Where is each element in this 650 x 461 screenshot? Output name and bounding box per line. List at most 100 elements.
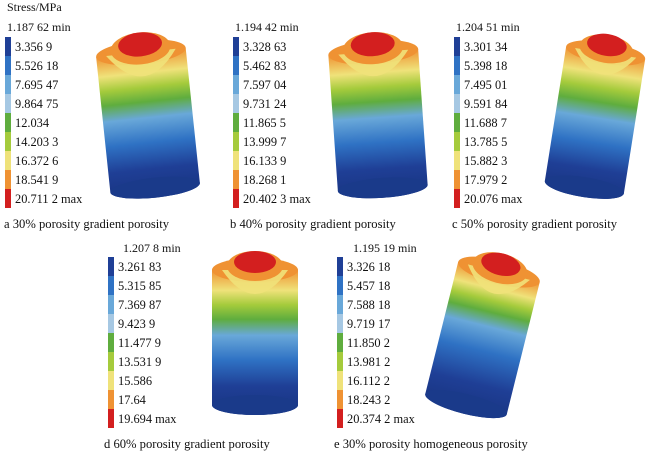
legend-swatch — [454, 170, 460, 189]
legend-level: 18.268 1 — [243, 173, 287, 187]
legend-swatch — [233, 75, 239, 94]
legend-swatch — [5, 94, 11, 113]
legend-level: 3.261 83 — [118, 260, 162, 274]
stress-contour-model — [425, 252, 540, 419]
stress-unit-label: Stress/MPa — [7, 0, 62, 14]
legend-level: 5.457 18 — [347, 279, 391, 293]
legend-swatch — [5, 170, 11, 189]
legend-level: 17.64 — [118, 393, 146, 407]
legend-level: 20.711 2 max — [15, 192, 83, 206]
legend-level: 7.597 04 — [243, 78, 287, 92]
panel-caption: b 40% porosity gradient porosity — [230, 217, 396, 231]
legend-swatch — [233, 132, 239, 151]
legend-swatch — [337, 333, 343, 352]
legend-swatch — [454, 94, 460, 113]
legend-level: 13.531 9 — [118, 355, 162, 369]
legend-level: 20.402 3 max — [243, 192, 311, 206]
stress-contour-model — [212, 251, 298, 415]
legend-level: 18.541 9 — [15, 173, 59, 187]
min-value: 1.187 62 min — [7, 20, 71, 34]
legend-level: 16.133 9 — [243, 154, 287, 168]
legend-swatch — [337, 257, 343, 276]
legend-swatch — [454, 151, 460, 170]
legend-swatch — [5, 56, 11, 75]
legend-level: 16.112 2 — [347, 374, 390, 388]
legend-level: 5.462 83 — [243, 59, 287, 73]
legend-level: 5.526 18 — [15, 59, 59, 73]
panel-caption: a 30% porosity gradient porosity — [4, 217, 170, 231]
legend-swatch — [5, 37, 11, 56]
legend-swatch — [108, 390, 114, 409]
legend-level: 7.495 01 — [464, 78, 508, 92]
legend-swatch — [454, 113, 460, 132]
legend-swatch — [108, 276, 114, 295]
legend-swatch — [337, 390, 343, 409]
legend-level: 5.398 18 — [464, 59, 508, 73]
legend-level: 5.315 85 — [118, 279, 162, 293]
legend-swatch — [337, 314, 343, 333]
legend-level: 15.586 — [118, 374, 153, 388]
panel-caption: c 50% porosity gradient porosity — [452, 217, 618, 231]
min-value: 1.207 8 min — [123, 241, 181, 255]
panel-caption: e 30% porosity homogeneous porosity — [334, 437, 528, 451]
legend-swatch — [337, 409, 343, 428]
legend-level: 17.979 2 — [464, 173, 508, 187]
legend-level: 11.850 2 — [347, 336, 390, 350]
legend-swatch — [5, 132, 11, 151]
stress-contour-model — [544, 33, 646, 199]
legend-swatch — [233, 56, 239, 75]
legend-level: 7.695 47 — [15, 78, 59, 92]
legend-level: 7.588 18 — [347, 298, 391, 312]
legend-swatch — [108, 257, 114, 276]
legend-swatch — [454, 132, 460, 151]
stress-contour-model — [328, 32, 428, 199]
legend-swatch — [337, 352, 343, 371]
legend-swatch — [454, 37, 460, 56]
legend-swatch — [108, 314, 114, 333]
legend-swatch — [5, 189, 11, 208]
legend-level: 11.688 7 — [464, 116, 507, 130]
legend-level: 3.326 18 — [347, 260, 391, 274]
legend-level: 13.785 5 — [464, 135, 508, 149]
legend-level: 18.243 2 — [347, 393, 391, 407]
legend-level: 3.328 63 — [243, 40, 287, 54]
legend-level: 9.864 75 — [15, 97, 59, 111]
legend-swatch — [337, 371, 343, 390]
legend-swatch — [233, 37, 239, 56]
legend-level: 16.372 6 — [15, 154, 59, 168]
legend-swatch — [233, 151, 239, 170]
legend-level: 15.882 3 — [464, 154, 508, 168]
color-legend: 3.328 63 5.462 83 7.597 04 9.731 24 11.8… — [233, 37, 343, 212]
legend-swatch — [233, 189, 239, 208]
legend-swatch — [108, 352, 114, 371]
legend-level: 9.591 84 — [464, 97, 508, 111]
legend-swatch — [454, 75, 460, 94]
panel-caption: d 60% porosity gradient porosity — [104, 437, 270, 451]
legend-swatch — [233, 94, 239, 113]
legend-level: 9.423 9 — [118, 317, 156, 331]
legend-level: 20.076 max — [464, 192, 523, 206]
legend-swatch — [108, 371, 114, 390]
legend-swatch — [454, 189, 460, 208]
legend-swatch — [337, 295, 343, 314]
legend-swatch — [5, 75, 11, 94]
legend-swatch — [454, 56, 460, 75]
legend-swatch — [108, 333, 114, 352]
legend-swatch — [5, 151, 11, 170]
legend-swatch — [337, 276, 343, 295]
legend-swatch — [5, 113, 11, 132]
min-value: 1.194 42 min — [235, 20, 299, 34]
legend-level: 9.731 24 — [243, 97, 287, 111]
legend-level: 13.981 2 — [347, 355, 391, 369]
color-legend: 3.326 18 5.457 18 7.588 18 9.719 17 11.8… — [337, 257, 447, 432]
legend-level: 3.301 34 — [464, 40, 508, 54]
color-legend: 3.356 9 5.526 18 7.695 47 9.864 75 12.03… — [5, 37, 115, 212]
color-legend: 3.301 34 5.398 18 7.495 01 9.591 84 11.6… — [454, 37, 564, 212]
legend-level: 11.865 5 — [243, 116, 286, 130]
legend-level: 7.369 87 — [118, 298, 162, 312]
min-value: 1.204 51 min — [456, 20, 520, 34]
legend-swatch — [108, 409, 114, 428]
legend-level: 12.034 — [15, 116, 50, 130]
legend-level: 19.694 max — [118, 412, 177, 426]
min-value: 1.195 19 min — [353, 241, 417, 255]
